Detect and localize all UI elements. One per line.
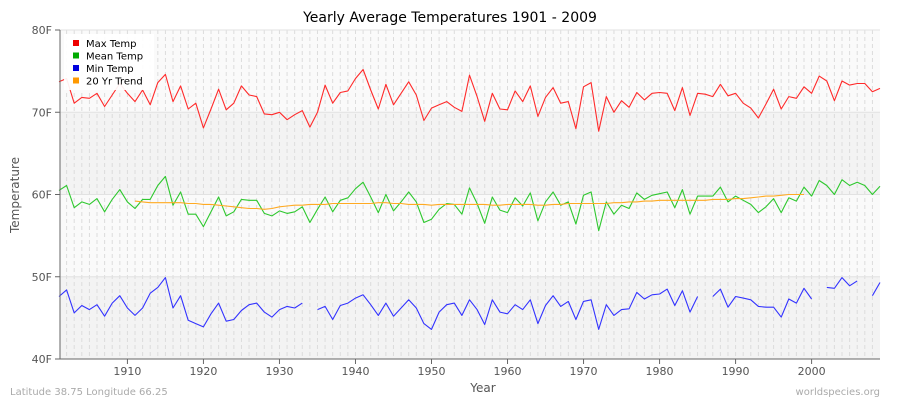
x-axis-label: Year <box>469 381 495 395</box>
x-tick-label: 1930 <box>265 365 293 378</box>
x-tick-label: 1970 <box>570 365 598 378</box>
chart-title: Yearly Average Temperatures 1901 - 2009 <box>302 10 597 26</box>
max-temp-line <box>58 68 881 132</box>
min-temp-line <box>317 288 699 330</box>
y-tick-labels: 40F 50F 60F 70F 80F <box>32 24 52 366</box>
legend-label: Max Temp <box>86 39 137 50</box>
footer-source: worldspecies.org <box>796 387 880 398</box>
x-tick-label: 1910 <box>113 365 141 378</box>
min-temp-line <box>58 277 303 328</box>
legend-label: 20 Yr Trend <box>86 77 143 88</box>
series-lines <box>58 68 881 330</box>
axes <box>55 29 880 364</box>
x-tick-label: 1920 <box>189 365 217 378</box>
y-tick-label: 40F <box>32 353 52 366</box>
footer-location: Latitude 38.75 Longitude 66.25 <box>10 387 168 398</box>
background-band <box>60 30 880 113</box>
x-tick-label: 1980 <box>646 365 674 378</box>
20-yr-trend-line <box>134 193 804 210</box>
y-tick-label: 60F <box>32 189 52 202</box>
y-axis-label: Temperature <box>8 157 22 234</box>
legend-swatch <box>73 52 79 59</box>
legend-label: Min Temp <box>86 64 134 75</box>
y-tick-label: 80F <box>32 24 52 37</box>
x-tick-label: 1950 <box>417 365 445 378</box>
x-tick-label: 1940 <box>341 365 369 378</box>
legend-swatch <box>73 65 79 71</box>
x-tick-labels: 1910 1920 1930 1940 1950 1960 1970 1980 1990 2000 <box>113 365 825 378</box>
min-temp-line <box>712 287 813 318</box>
legend-label: Mean Temp <box>86 52 143 63</box>
legend-swatch <box>73 77 79 84</box>
x-tick-label: 1990 <box>722 365 750 378</box>
x-tick-label: 1960 <box>494 365 522 378</box>
x-tick-label: 2000 <box>798 365 826 378</box>
y-tick-label: 50F <box>32 271 52 284</box>
y-tick-label: 70F <box>32 106 52 119</box>
legend-swatch <box>73 40 79 46</box>
mean-temp-line <box>58 175 881 232</box>
min-temp-line <box>871 282 881 296</box>
min-temp-line <box>826 277 858 289</box>
